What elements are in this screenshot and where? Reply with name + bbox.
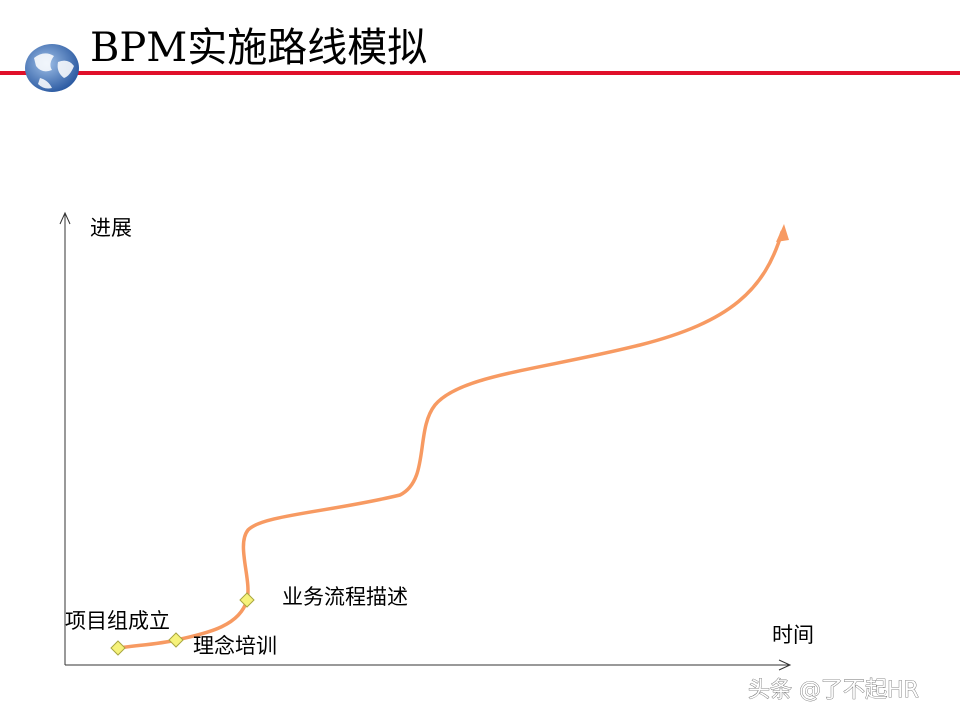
milestone-marker xyxy=(168,632,184,648)
milestone-marker xyxy=(239,592,255,608)
watermark: 头条 @了不起HR xyxy=(748,678,919,703)
curve-arrow xyxy=(776,224,789,242)
milestone-label: 业务流程描述 xyxy=(282,585,408,609)
milestone-label: 理念培训 xyxy=(193,634,277,658)
progress-curve xyxy=(116,230,784,650)
y-axis-label: 进展 xyxy=(90,216,132,240)
header-rule xyxy=(0,71,960,75)
globe-logo xyxy=(25,44,79,92)
milestone-label: 项目组成立 xyxy=(65,609,170,633)
x-axis-label: 时间 xyxy=(772,623,814,647)
title: BPM实施路线模拟 xyxy=(90,25,427,71)
milestone-marker xyxy=(110,640,126,656)
milestone-markers xyxy=(110,592,255,656)
axes xyxy=(59,211,792,671)
